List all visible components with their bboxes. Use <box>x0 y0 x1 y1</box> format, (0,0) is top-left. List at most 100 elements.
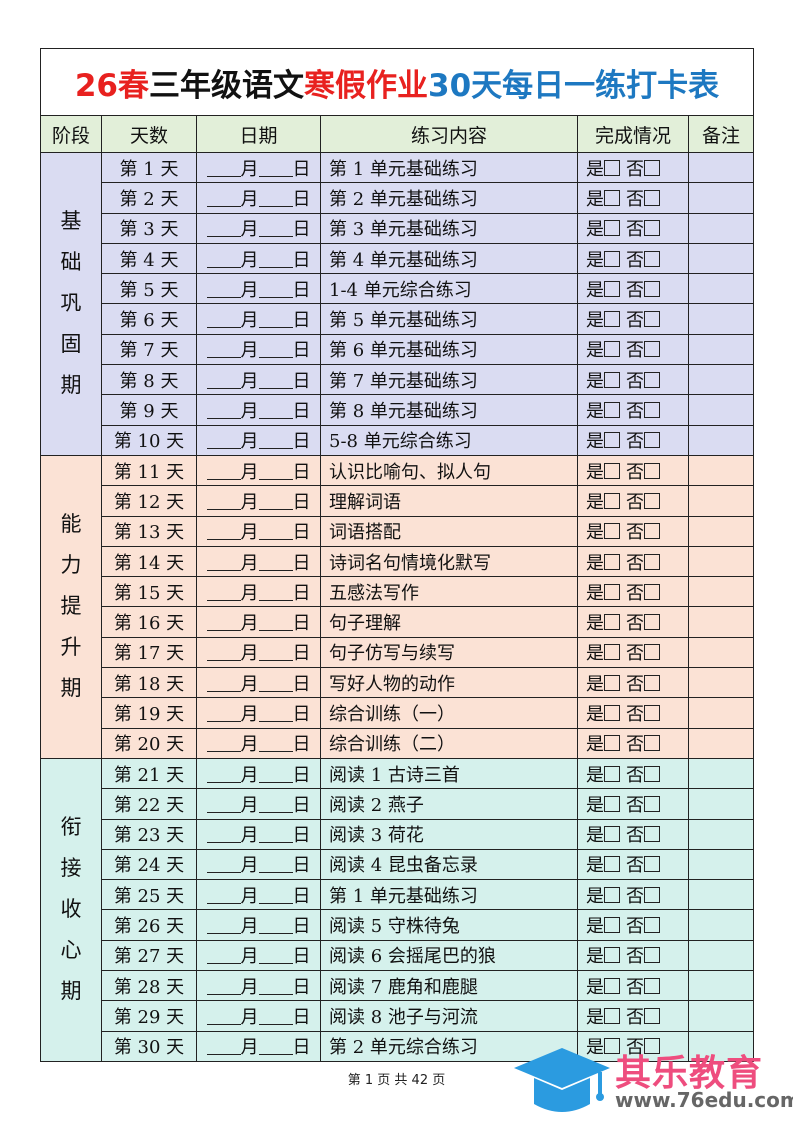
day-blank[interactable] <box>258 675 293 692</box>
note-cell[interactable] <box>688 364 754 396</box>
date-field[interactable]: 月日 <box>196 606 321 638</box>
day-blank[interactable] <box>258 554 293 571</box>
day-blank[interactable] <box>258 735 293 753</box>
note-cell[interactable] <box>688 970 754 1002</box>
month-blank[interactable] <box>206 584 241 601</box>
yes-checkbox[interactable] <box>604 159 620 176</box>
month-blank[interactable] <box>206 554 241 571</box>
no-checkbox[interactable] <box>644 826 660 843</box>
yes-checkbox[interactable] <box>604 674 620 691</box>
date-field[interactable]: 月日 <box>196 333 321 366</box>
no-checkbox[interactable] <box>644 402 660 419</box>
yes-checkbox[interactable] <box>604 1007 620 1024</box>
yes-checkbox[interactable] <box>604 341 620 358</box>
date-field[interactable]: 月日 <box>196 364 321 396</box>
month-blank[interactable] <box>206 614 241 632</box>
yes-checkbox[interactable] <box>604 553 620 570</box>
note-cell[interactable] <box>688 485 754 517</box>
date-field[interactable]: 月日 <box>196 576 321 608</box>
date-field[interactable]: 月日 <box>196 757 321 790</box>
month-blank[interactable] <box>206 341 241 359</box>
note-cell[interactable] <box>688 788 754 820</box>
day-blank[interactable] <box>258 190 293 207</box>
date-field[interactable]: 月日 <box>196 788 321 820</box>
no-checkbox[interactable] <box>644 644 660 661</box>
month-blank[interactable] <box>206 826 241 844</box>
yes-checkbox[interactable] <box>604 917 620 934</box>
note-cell[interactable] <box>688 727 754 759</box>
day-blank[interactable] <box>258 220 293 238</box>
day-blank[interactable] <box>258 947 293 965</box>
no-checkbox[interactable] <box>644 735 660 752</box>
month-blank[interactable] <box>206 978 241 995</box>
yes-checkbox[interactable] <box>604 189 620 206</box>
no-checkbox[interactable] <box>644 674 660 691</box>
month-blank[interactable] <box>206 917 241 935</box>
note-cell[interactable] <box>688 697 754 729</box>
note-cell[interactable] <box>688 454 754 487</box>
date-field[interactable]: 月日 <box>196 697 321 729</box>
note-cell[interactable] <box>688 939 754 972</box>
date-field[interactable]: 月日 <box>196 727 321 759</box>
day-blank[interactable] <box>258 887 293 904</box>
month-blank[interactable] <box>206 766 241 783</box>
note-cell[interactable] <box>688 394 754 426</box>
day-blank[interactable] <box>258 372 293 389</box>
note-cell[interactable] <box>688 424 754 456</box>
no-checkbox[interactable] <box>644 917 660 934</box>
note-cell[interactable] <box>688 151 754 184</box>
yes-checkbox[interactable] <box>604 280 620 297</box>
note-cell[interactable] <box>688 212 754 244</box>
no-checkbox[interactable] <box>644 1038 660 1055</box>
note-cell[interactable] <box>688 1000 754 1032</box>
date-field[interactable]: 月日 <box>196 1030 321 1062</box>
month-blank[interactable] <box>206 220 241 238</box>
yes-checkbox[interactable] <box>604 765 620 782</box>
no-checkbox[interactable] <box>644 341 660 358</box>
yes-checkbox[interactable] <box>604 795 620 812</box>
day-blank[interactable] <box>258 584 293 601</box>
yes-checkbox[interactable] <box>604 977 620 994</box>
day-blank[interactable] <box>258 796 293 813</box>
day-blank[interactable] <box>258 160 293 177</box>
day-blank[interactable] <box>258 705 293 722</box>
day-blank[interactable] <box>258 1008 293 1025</box>
date-field[interactable]: 月日 <box>196 667 321 699</box>
date-field[interactable]: 月日 <box>196 818 321 850</box>
yes-checkbox[interactable] <box>604 583 620 600</box>
note-cell[interactable] <box>688 1030 754 1062</box>
no-checkbox[interactable] <box>644 462 660 479</box>
no-checkbox[interactable] <box>644 159 660 176</box>
month-blank[interactable] <box>206 796 241 813</box>
month-blank[interactable] <box>206 644 241 662</box>
yes-checkbox[interactable] <box>604 432 620 449</box>
note-cell[interactable] <box>688 757 754 790</box>
yes-checkbox[interactable] <box>604 826 620 843</box>
yes-checkbox[interactable] <box>604 311 620 328</box>
date-field[interactable]: 月日 <box>196 394 321 426</box>
day-blank[interactable] <box>258 917 293 935</box>
note-cell[interactable] <box>688 242 754 275</box>
day-blank[interactable] <box>258 311 293 329</box>
month-blank[interactable] <box>206 523 241 541</box>
no-checkbox[interactable] <box>644 553 660 570</box>
month-blank[interactable] <box>206 190 241 207</box>
date-field[interactable]: 月日 <box>196 242 321 275</box>
no-checkbox[interactable] <box>644 977 660 994</box>
note-cell[interactable] <box>688 303 754 335</box>
no-checkbox[interactable] <box>644 795 660 812</box>
no-checkbox[interactable] <box>644 371 660 388</box>
note-cell[interactable] <box>688 879 754 911</box>
yes-checkbox[interactable] <box>604 1038 620 1055</box>
day-blank[interactable] <box>258 463 293 480</box>
no-checkbox[interactable] <box>644 280 660 297</box>
day-blank[interactable] <box>258 281 293 298</box>
month-blank[interactable] <box>206 887 241 904</box>
date-field[interactable]: 月日 <box>196 909 321 941</box>
day-blank[interactable] <box>258 1038 293 1056</box>
note-cell[interactable] <box>688 545 754 578</box>
no-checkbox[interactable] <box>644 250 660 267</box>
yes-checkbox[interactable] <box>604 856 620 873</box>
yes-checkbox[interactable] <box>604 250 620 267</box>
day-blank[interactable] <box>258 856 293 874</box>
